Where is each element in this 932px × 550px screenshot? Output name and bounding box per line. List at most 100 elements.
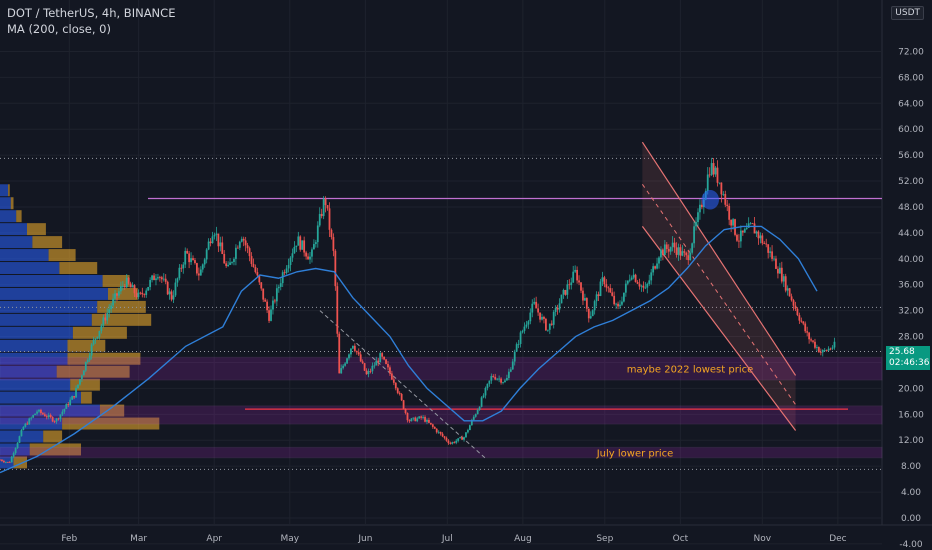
volume-profile-down bbox=[99, 404, 125, 417]
candle-body bbox=[529, 312, 532, 322]
candle-body bbox=[86, 360, 89, 362]
candle-body bbox=[593, 301, 596, 311]
y-tick-label: 64.00 bbox=[898, 99, 924, 109]
candle-body bbox=[467, 430, 469, 433]
candle-body bbox=[689, 252, 692, 261]
candle-body bbox=[406, 412, 409, 421]
candle-body bbox=[229, 262, 231, 265]
volume-profile-up bbox=[0, 313, 92, 326]
candle-body bbox=[199, 269, 202, 276]
candle-body bbox=[63, 408, 66, 412]
volume-profile-up bbox=[0, 236, 33, 249]
channel-upper-line bbox=[641, 141, 797, 376]
candle-body bbox=[236, 247, 239, 249]
candle-body bbox=[714, 167, 717, 175]
x-tick-label: Jul bbox=[441, 534, 453, 544]
candle-body bbox=[297, 236, 300, 246]
candle-body bbox=[30, 417, 33, 419]
candle-body bbox=[114, 293, 116, 299]
candle-body bbox=[556, 307, 559, 310]
candle-body bbox=[75, 388, 77, 398]
candle-body bbox=[340, 368, 343, 374]
candle-body bbox=[293, 246, 296, 254]
candle-body bbox=[110, 305, 113, 310]
y-tick-label: 28.00 bbox=[898, 333, 924, 343]
candle-body bbox=[578, 280, 580, 283]
candle-body bbox=[116, 293, 118, 296]
candle-body bbox=[305, 252, 308, 257]
candle-body bbox=[139, 292, 142, 294]
candle-body bbox=[609, 288, 612, 293]
candle-body bbox=[281, 272, 284, 284]
y-tick-label: 68.00 bbox=[898, 73, 924, 83]
candle-body bbox=[490, 376, 493, 381]
ma-indicator-legend[interactable]: MA (200, close, 0) bbox=[7, 22, 111, 36]
candle-body bbox=[197, 273, 200, 276]
candle-body bbox=[194, 260, 196, 264]
candle-body bbox=[242, 238, 245, 241]
candle-body bbox=[118, 291, 120, 296]
candle-body bbox=[387, 363, 389, 368]
candle-body bbox=[644, 287, 647, 289]
candle-body bbox=[149, 279, 152, 288]
candle-body bbox=[383, 356, 385, 360]
candle-body bbox=[412, 417, 415, 419]
bar-countdown: 02:46:36 bbox=[889, 357, 930, 368]
candle-body bbox=[227, 264, 230, 267]
candle-body bbox=[800, 320, 803, 322]
candle-body bbox=[367, 371, 370, 375]
candle-body bbox=[235, 247, 237, 259]
candle-body bbox=[823, 349, 826, 351]
candle-body bbox=[656, 263, 658, 269]
candle-body bbox=[67, 404, 70, 406]
volume-profile-up bbox=[0, 391, 81, 404]
candle-body bbox=[92, 339, 95, 345]
volume-profile-down bbox=[59, 262, 98, 274]
candle-body bbox=[771, 251, 773, 259]
candle-body bbox=[700, 204, 703, 208]
candle-body bbox=[353, 345, 356, 351]
candle-body bbox=[730, 219, 733, 226]
candle-body bbox=[621, 301, 623, 305]
candle-body bbox=[465, 432, 467, 438]
candle-body bbox=[584, 298, 586, 301]
candle-body bbox=[681, 251, 684, 256]
candle-body bbox=[73, 396, 75, 398]
candle-body bbox=[431, 424, 434, 427]
volume-profile-up bbox=[0, 326, 73, 339]
candle-body bbox=[312, 244, 315, 250]
candle-body bbox=[258, 275, 261, 283]
candle-body bbox=[605, 284, 608, 288]
candle-body bbox=[260, 282, 263, 289]
candle-body bbox=[673, 242, 676, 248]
candle-body bbox=[418, 416, 421, 419]
candle-body bbox=[603, 277, 606, 285]
candle-body bbox=[59, 414, 62, 420]
candle-body bbox=[244, 240, 247, 246]
candle-body bbox=[373, 365, 376, 367]
candle-body bbox=[513, 351, 516, 362]
candle-body bbox=[162, 278, 165, 280]
candle-body bbox=[328, 208, 331, 230]
candle-body bbox=[104, 317, 107, 321]
candle-body bbox=[601, 277, 604, 282]
y-tick-label: 60.00 bbox=[898, 125, 924, 135]
currency-button[interactable]: USDT bbox=[891, 6, 924, 20]
y-tick-label: 12.00 bbox=[898, 436, 924, 446]
candle-body bbox=[597, 294, 600, 296]
candle-body bbox=[416, 418, 419, 422]
candle-body bbox=[773, 258, 775, 260]
candle-body bbox=[486, 383, 489, 388]
chart-title[interactable]: DOT / TetherUS, 4h, BINANCE bbox=[7, 6, 176, 20]
candle-body bbox=[449, 443, 452, 444]
y-tick-label: 36.00 bbox=[898, 281, 924, 291]
candle-body bbox=[560, 294, 563, 304]
volume-profile-down bbox=[81, 391, 92, 404]
candle-body bbox=[613, 295, 616, 305]
candle-body bbox=[342, 365, 345, 369]
candle-body bbox=[816, 347, 818, 348]
candle-body bbox=[209, 241, 212, 244]
candle-body bbox=[504, 380, 506, 383]
